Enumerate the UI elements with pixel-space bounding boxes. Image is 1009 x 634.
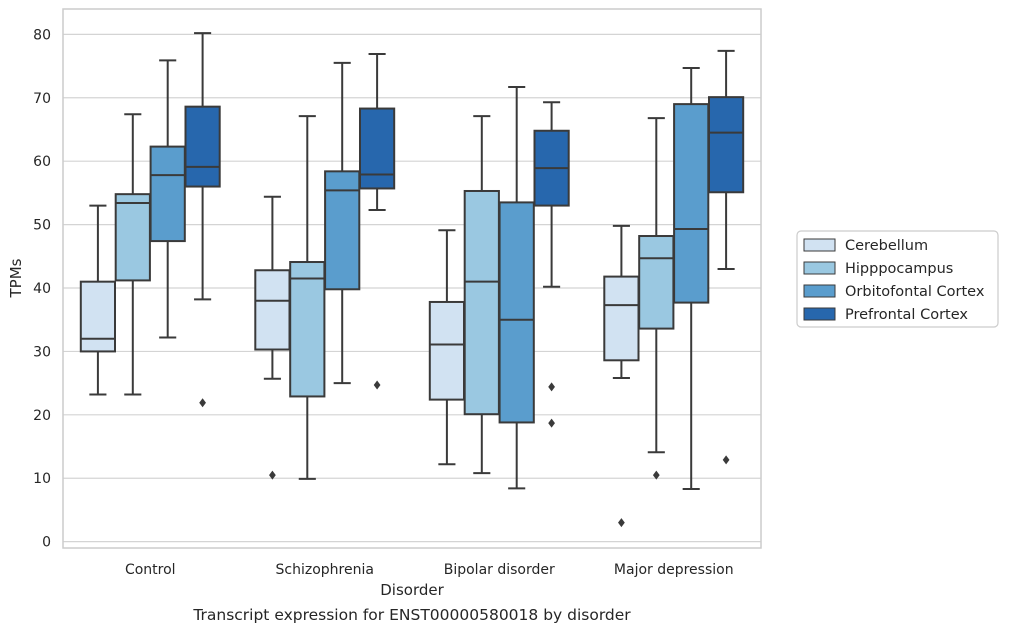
box-body — [707, 96, 745, 194]
legend-frame — [796, 230, 999, 328]
y-tick-label-6: 60 — [33, 154, 51, 170]
box-body — [638, 235, 675, 330]
box-0-2 — [149, 59, 186, 339]
outlier-point-1 — [548, 418, 555, 428]
y-tick-label-4: 40 — [33, 281, 51, 297]
box-body — [254, 269, 291, 351]
box-body — [498, 201, 535, 424]
y-tick-label-8: 80 — [33, 27, 51, 43]
box-groups — [79, 32, 745, 528]
box-0-1 — [114, 113, 151, 396]
outlier-point-0 — [652, 470, 660, 480]
box-body — [324, 170, 361, 291]
figure-caption: Transcript expression for ENST0000058001… — [193, 606, 631, 624]
box-1-3 — [358, 53, 396, 390]
y-tick-label-1: 10 — [33, 471, 51, 487]
legend-swatch-1 — [803, 261, 836, 275]
outlier-point-0 — [548, 382, 555, 392]
box-3-2 — [673, 66, 710, 491]
legend-swatch-0 — [803, 238, 836, 252]
y-axis-ticks: 0 10 20 30 40 50 60 70 80 — [33, 27, 51, 550]
box-1-1 — [289, 115, 326, 480]
outlier-point-0 — [722, 455, 730, 465]
x-tick-label-0: Control — [125, 562, 176, 578]
y-tick-label-2: 20 — [33, 408, 51, 424]
y-tick-label-3: 30 — [33, 344, 51, 360]
x-tick-label-1: Schizophrenia — [276, 562, 374, 578]
y-axis-label: TPMs — [7, 258, 25, 298]
x-axis-ticks: Control Schizophrenia Bipolar disorder Majo… — [125, 562, 734, 578]
box-body — [184, 105, 221, 188]
box-2-2 — [498, 85, 535, 490]
plot-area-frame — [62, 8, 762, 549]
x-tick-label-2: Bipolar disorder — [444, 562, 555, 578]
box-3-0 — [603, 224, 640, 528]
legend-label-0: Cerebellum — [845, 238, 928, 254]
outlier-point-0 — [199, 398, 206, 408]
legend: Cerebellum Hipppocampus Orbitofontal Corte… — [796, 230, 999, 328]
box-2-3 — [533, 101, 570, 428]
box-2-0 — [428, 229, 466, 466]
box-body — [673, 103, 710, 304]
y-tick-label-0: 0 — [42, 535, 51, 551]
box-body — [463, 189, 500, 416]
box-1-2 — [324, 61, 361, 385]
box-body — [603, 275, 640, 362]
y-tick-label-7: 70 — [33, 91, 51, 107]
box-0-3 — [184, 32, 221, 408]
box-body — [358, 107, 396, 190]
x-tick-label-3: Major depression — [614, 562, 734, 578]
outlier-point-0 — [269, 470, 276, 480]
y-tick-label-5: 50 — [33, 218, 51, 234]
legend-swatch-2 — [803, 284, 836, 298]
box-body — [149, 145, 186, 243]
box-body — [289, 261, 326, 398]
legend-swatch-3 — [803, 307, 836, 321]
outlier-point-0 — [618, 518, 625, 528]
box-body — [79, 280, 117, 353]
box-body — [114, 193, 151, 282]
legend-label-3: Prefrontal Cortex — [845, 307, 968, 323]
box-body — [428, 300, 466, 401]
box-3-1 — [638, 117, 675, 480]
legend-label-2: Orbitofontal Cortex — [845, 284, 985, 300]
outlier-point-0 — [373, 380, 381, 390]
box-3-3 — [707, 49, 745, 465]
box-0-0 — [79, 204, 117, 396]
x-axis-label: Disorder — [380, 581, 444, 599]
box-1-0 — [254, 195, 291, 480]
legend-label-1: Hipppocampus — [845, 261, 953, 277]
box-2-1 — [463, 115, 500, 475]
